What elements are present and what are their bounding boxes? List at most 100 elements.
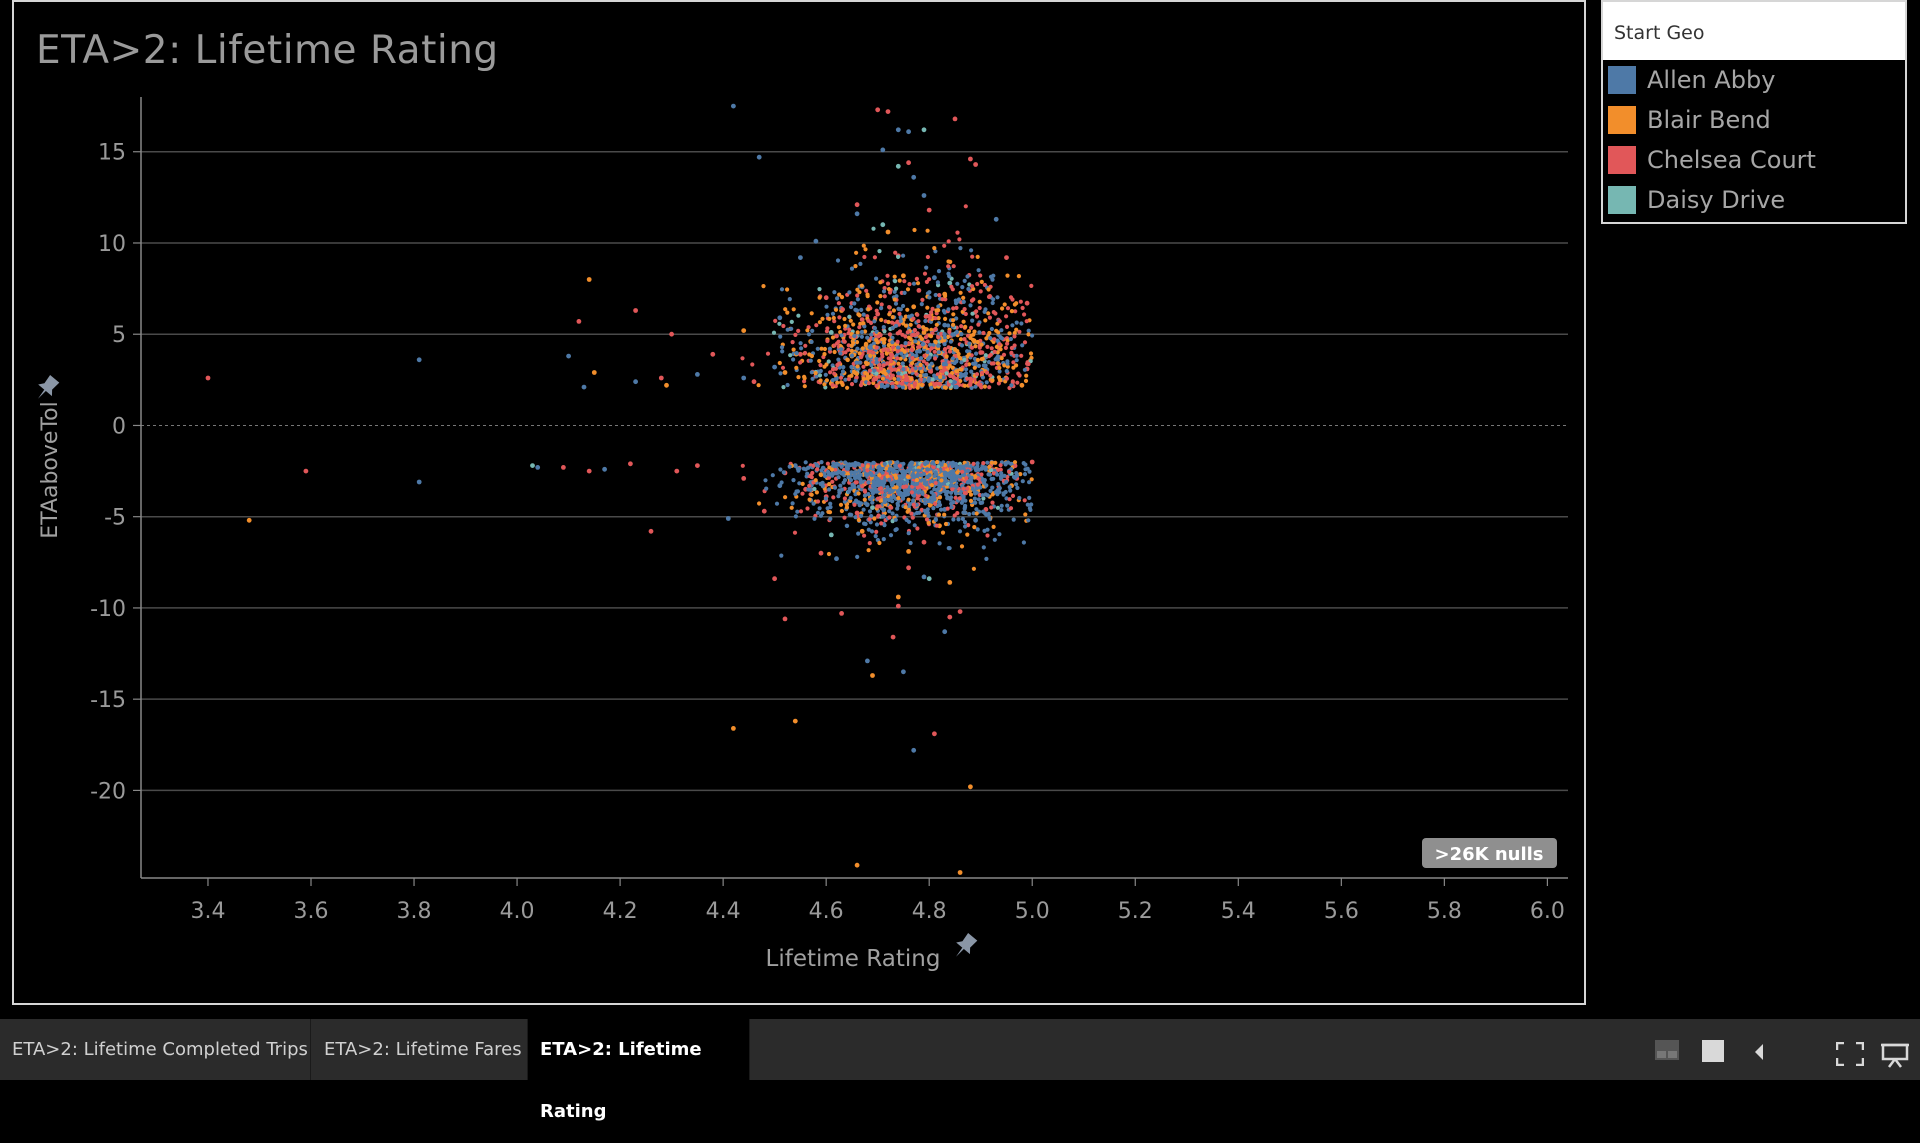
data-point[interactable] [669,331,674,337]
data-point[interactable] [916,288,922,293]
x-axis-pin-icon[interactable] [949,931,980,962]
data-point[interactable] [205,375,211,381]
data-point[interactable] [710,351,716,357]
legend-item-blair-bend[interactable]: Blair Bend [1603,100,1905,140]
data-point[interactable] [591,370,597,375]
data-point[interactable] [932,731,937,737]
tab-lifetime-completed-trips[interactable]: ETA>2: Lifetime Completed Trips [0,1019,311,1080]
data-point[interactable] [973,517,978,523]
data-point[interactable] [854,862,860,868]
data-point[interactable] [880,222,886,228]
data-point[interactable] [777,315,783,321]
data-point[interactable] [828,330,834,335]
data-point[interactable] [942,322,948,328]
data-point[interactable] [921,193,927,198]
tab-lifetime-rating[interactable]: ETA>2: Lifetime Rating [528,1019,750,1122]
legend-item-daisy-drive[interactable]: Daisy Drive [1603,180,1905,220]
data-point[interactable] [561,465,566,470]
data-point[interactable] [921,539,927,545]
data-point[interactable] [761,508,767,514]
data-point[interactable] [906,549,911,554]
data-point[interactable] [772,364,777,370]
data-point[interactable] [911,747,917,753]
tab-lifetime-fares[interactable]: ETA>2: Lifetime Fares [312,1019,528,1080]
data-point[interactable] [901,273,906,279]
data-point[interactable] [973,162,978,167]
data-point[interactable] [813,238,819,244]
data-point[interactable] [854,202,860,208]
square-icon[interactable] [1702,1040,1724,1062]
data-point[interactable] [911,174,917,180]
data-point[interactable] [859,528,865,534]
data-point[interactable] [695,463,700,468]
data-point[interactable] [932,275,937,281]
data-point[interactable] [875,311,881,317]
data-point[interactable] [968,156,973,162]
data-point[interactable] [633,379,638,385]
data-point[interactable] [1024,300,1030,306]
legend-item-allen-abby[interactable]: Allen Abby [1603,60,1905,100]
data-point[interactable] [566,353,571,359]
data-point[interactable] [1004,255,1009,260]
data-point[interactable] [798,351,803,357]
data-point[interactable] [834,333,839,339]
data-point[interactable] [823,295,829,301]
data-point[interactable] [880,147,886,153]
data-point[interactable] [1019,382,1025,388]
data-point[interactable] [792,718,798,724]
data-point[interactable] [947,280,953,286]
data-point[interactable] [952,116,958,122]
data-point[interactable] [993,216,999,222]
data-point[interactable] [870,505,875,510]
data-point[interactable] [921,127,927,133]
scatter-plot[interactable]: 3.4 3.6 3.8 4.0 4.2 4.4 4.6 4.8 5.0 5.2 5.4 5.6 5.8 6… [0,0,1600,1010]
data-point[interactable] [834,556,839,562]
collapse-arrow-icon[interactable] [1754,1044,1764,1060]
data-point[interactable] [957,870,963,875]
data-point[interactable] [303,468,309,474]
data-point[interactable] [895,603,901,609]
data-point[interactable] [859,317,865,322]
layout-icon[interactable] [1655,1040,1679,1060]
data-point[interactable] [885,109,891,114]
fullscreen-icon[interactable] [1836,1042,1864,1066]
data-point[interactable] [782,616,788,622]
data-point[interactable] [906,160,911,166]
data-point[interactable] [756,154,762,160]
data-point[interactable] [416,357,422,363]
data-point[interactable] [246,517,252,523]
data-point[interactable] [818,472,824,478]
data-point[interactable] [839,611,844,616]
data-point[interactable] [968,784,973,790]
data-point[interactable] [576,319,582,324]
data-point[interactable] [628,461,633,467]
data-point[interactable] [535,465,541,470]
data-point[interactable] [854,510,860,516]
data-point[interactable] [906,129,911,135]
data-point[interactable] [895,127,901,133]
data-point[interactable] [695,372,700,377]
data-point[interactable] [926,576,932,582]
data-point[interactable] [416,479,422,485]
data-point[interactable] [633,308,638,313]
data-point[interactable] [854,211,860,217]
data-point[interactable] [731,726,736,731]
data-point[interactable] [581,384,587,390]
data-point[interactable] [741,375,747,381]
null-indicator[interactable]: >26K nulls [1422,838,1557,868]
data-point[interactable] [530,463,535,468]
data-point[interactable] [828,532,834,538]
data-point[interactable] [741,328,747,333]
data-point[interactable] [921,574,927,580]
data-point[interactable] [586,468,592,474]
data-point[interactable] [957,609,963,614]
data-point[interactable] [895,594,901,600]
data-point[interactable] [1029,459,1035,465]
data-point[interactable] [906,565,911,571]
data-point[interactable] [741,476,747,481]
data-point[interactable] [798,255,803,260]
data-point[interactable] [911,304,917,310]
data-point[interactable] [751,379,757,385]
data-point[interactable] [870,673,875,678]
data-point[interactable] [885,229,891,235]
